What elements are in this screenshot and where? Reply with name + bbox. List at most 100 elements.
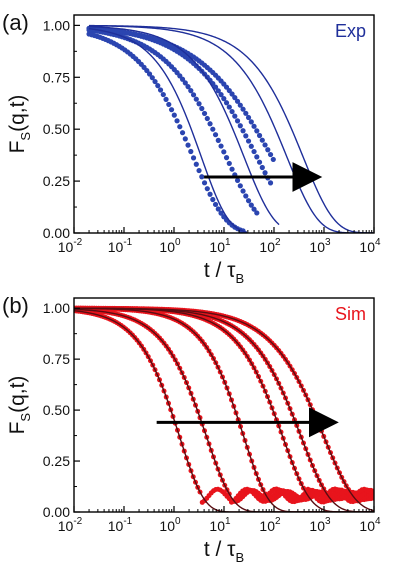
data-series-1 bbox=[86, 31, 246, 233]
y-tick-label: 1.00 bbox=[43, 300, 70, 316]
x-tick-label: 101 bbox=[209, 237, 231, 255]
data-point bbox=[259, 137, 265, 143]
plot-area bbox=[74, 305, 374, 512]
data-point bbox=[188, 88, 194, 94]
y-tick-label: 0.25 bbox=[43, 453, 70, 469]
data-point bbox=[223, 155, 230, 161]
legend-label: Exp bbox=[335, 21, 366, 41]
data-point bbox=[218, 210, 224, 216]
data-point bbox=[229, 166, 235, 172]
data-series-1 bbox=[74, 308, 374, 505]
fit-line-4 bbox=[89, 24, 374, 233]
data-point bbox=[232, 113, 238, 119]
data-point bbox=[223, 100, 230, 106]
data-point bbox=[204, 186, 210, 192]
data-point bbox=[193, 161, 199, 167]
data-point bbox=[182, 136, 188, 142]
y-tick-label: 0.25 bbox=[43, 173, 70, 189]
data-point bbox=[146, 71, 153, 77]
y-tick-label: 0.00 bbox=[43, 504, 70, 520]
data-point bbox=[199, 105, 205, 112]
data-point bbox=[204, 115, 210, 122]
data-point bbox=[245, 138, 252, 144]
x-tick-label: 10-1 bbox=[108, 237, 133, 255]
data-point bbox=[207, 191, 213, 197]
data-point bbox=[190, 92, 197, 98]
x-tick-label: 100 bbox=[159, 237, 181, 255]
data-point bbox=[218, 92, 224, 98]
data-point bbox=[207, 121, 213, 127]
data-point bbox=[157, 87, 164, 93]
panel-label: (b) bbox=[2, 293, 29, 318]
data-point bbox=[199, 174, 205, 180]
data-series-5 bbox=[74, 305, 374, 505]
x-tick-label: 102 bbox=[259, 516, 281, 534]
data-point bbox=[226, 160, 232, 167]
data-point bbox=[166, 101, 172, 108]
data-point bbox=[188, 148, 194, 155]
data-point bbox=[193, 96, 199, 102]
data-point bbox=[185, 142, 191, 148]
data-point bbox=[221, 96, 227, 102]
data-point bbox=[212, 132, 219, 138]
x-axis-label: t / τB bbox=[204, 538, 244, 565]
data-point bbox=[174, 118, 180, 124]
data-point bbox=[237, 102, 243, 108]
fit-line-1 bbox=[88, 27, 248, 233]
data-point bbox=[245, 114, 252, 121]
data-point bbox=[245, 198, 252, 204]
data-point bbox=[237, 123, 243, 129]
y-tick-label: 0.50 bbox=[43, 121, 70, 137]
data-point bbox=[201, 110, 208, 117]
fit-line-2 bbox=[89, 25, 280, 226]
data-point bbox=[182, 80, 188, 86]
legend-label: Sim bbox=[335, 304, 366, 324]
data-point bbox=[254, 154, 260, 160]
data-point bbox=[254, 128, 260, 134]
data-point bbox=[190, 155, 197, 161]
data-point bbox=[212, 201, 219, 208]
data-point bbox=[254, 210, 260, 216]
data-point bbox=[171, 112, 177, 118]
data-point bbox=[251, 123, 257, 129]
data-series-4 bbox=[74, 305, 374, 505]
data-point bbox=[234, 118, 241, 124]
data-point bbox=[168, 107, 175, 113]
data-point bbox=[226, 87, 232, 94]
x-tick-label: 103 bbox=[309, 516, 331, 534]
x-tick-label: 10-1 bbox=[108, 516, 133, 534]
chart-panel-b: 10-2 10-1 100 101 102 103 104 0.00 0.25 0.50 0.75 1… bbox=[2, 293, 381, 565]
data-point bbox=[221, 149, 227, 155]
data-point bbox=[215, 137, 221, 143]
data-point bbox=[215, 206, 221, 212]
data-point bbox=[248, 119, 254, 125]
data-point bbox=[251, 206, 257, 212]
data-point bbox=[149, 75, 155, 81]
data-point bbox=[237, 183, 243, 189]
data-point bbox=[243, 110, 249, 116]
data-point bbox=[201, 180, 208, 186]
data-point bbox=[152, 78, 158, 85]
data-point bbox=[267, 180, 274, 186]
data-point bbox=[256, 159, 263, 165]
data-point bbox=[179, 76, 186, 82]
y-tick-label: 1.00 bbox=[43, 17, 70, 33]
data-point bbox=[229, 108, 235, 115]
data-point bbox=[185, 84, 191, 90]
data-point bbox=[210, 126, 216, 132]
y-axis-label: FS(q,t) bbox=[6, 95, 33, 154]
panel-label: (a) bbox=[2, 10, 29, 35]
data-point bbox=[240, 106, 246, 112]
data-point bbox=[229, 91, 235, 97]
data-point bbox=[243, 193, 249, 199]
data-point bbox=[234, 177, 241, 184]
x-tick-label: 100 bbox=[159, 516, 181, 534]
y-tick-label: 0.75 bbox=[43, 69, 70, 85]
data-point bbox=[267, 151, 274, 158]
x-tick-label: 103 bbox=[309, 237, 331, 255]
data-point bbox=[262, 170, 268, 176]
x-tick-label: 10-2 bbox=[58, 237, 83, 255]
data-point bbox=[251, 148, 257, 155]
